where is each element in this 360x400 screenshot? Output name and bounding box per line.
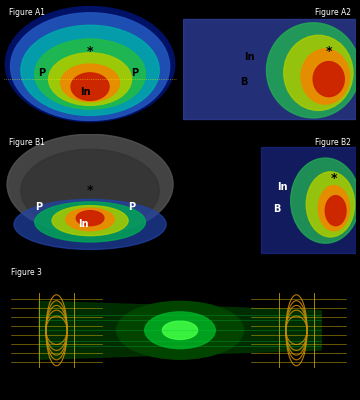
- Text: Figure A2: Figure A2: [315, 8, 351, 17]
- Text: P: P: [128, 202, 135, 212]
- Text: In: In: [78, 220, 89, 230]
- Ellipse shape: [306, 172, 355, 237]
- Ellipse shape: [66, 208, 114, 231]
- Ellipse shape: [71, 73, 109, 100]
- Text: Figure 3: Figure 3: [11, 268, 41, 278]
- Ellipse shape: [325, 196, 346, 226]
- Ellipse shape: [284, 35, 353, 110]
- Ellipse shape: [301, 49, 350, 104]
- Text: *: *: [87, 45, 93, 58]
- Text: P: P: [38, 68, 45, 78]
- Text: In: In: [80, 87, 90, 97]
- Text: B: B: [273, 204, 280, 214]
- Ellipse shape: [145, 312, 215, 349]
- Text: *: *: [87, 184, 93, 197]
- Text: Figure A1: Figure A1: [9, 8, 45, 17]
- Text: *: *: [331, 172, 337, 184]
- Text: *: *: [325, 45, 332, 58]
- Ellipse shape: [318, 186, 350, 231]
- Ellipse shape: [35, 202, 145, 242]
- Ellipse shape: [7, 134, 173, 234]
- Ellipse shape: [35, 39, 145, 109]
- Text: Figure B2: Figure B2: [315, 138, 351, 147]
- Bar: [261, 147, 356, 253]
- Polygon shape: [39, 301, 321, 359]
- Ellipse shape: [49, 53, 131, 106]
- Ellipse shape: [5, 6, 175, 122]
- Text: Figure B1: Figure B1: [9, 138, 45, 147]
- Ellipse shape: [76, 211, 104, 226]
- Text: P: P: [35, 202, 42, 212]
- Bar: [184, 19, 356, 119]
- Text: P: P: [131, 68, 139, 78]
- Ellipse shape: [266, 23, 360, 118]
- Ellipse shape: [10, 13, 170, 120]
- Ellipse shape: [162, 321, 198, 340]
- Ellipse shape: [117, 301, 243, 359]
- Ellipse shape: [21, 149, 159, 232]
- Ellipse shape: [313, 62, 344, 97]
- Ellipse shape: [21, 25, 159, 116]
- Text: In: In: [244, 52, 255, 62]
- Ellipse shape: [52, 206, 128, 236]
- Ellipse shape: [291, 158, 360, 243]
- Text: In: In: [277, 182, 287, 192]
- Ellipse shape: [14, 199, 166, 250]
- Ellipse shape: [61, 64, 120, 102]
- Text: B: B: [240, 77, 248, 87]
